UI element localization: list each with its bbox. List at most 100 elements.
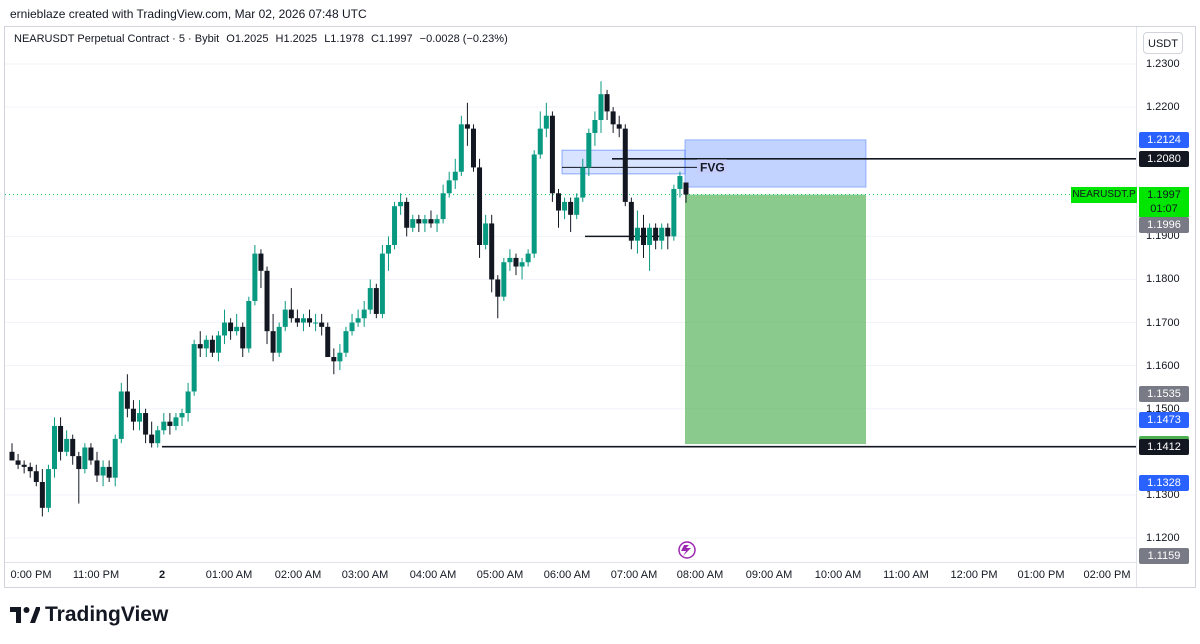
candle-body[interactable] bbox=[155, 430, 161, 444]
candle-body[interactable] bbox=[367, 288, 373, 310]
candle-body[interactable] bbox=[543, 115, 549, 129]
candle-body[interactable] bbox=[307, 318, 313, 323]
candle-body[interactable] bbox=[222, 322, 228, 336]
candle-body[interactable] bbox=[549, 115, 555, 194]
candle-body[interactable] bbox=[319, 322, 325, 327]
candle-body[interactable] bbox=[300, 318, 306, 323]
candle-body[interactable] bbox=[228, 322, 234, 332]
currency-button[interactable]: USDT bbox=[1143, 32, 1183, 54]
candle-body[interactable] bbox=[416, 219, 422, 224]
candle-body[interactable] bbox=[112, 438, 118, 478]
legend-symbol[interactable]: NEARUSDT Perpetual Contract · 5 · Bybit bbox=[14, 33, 220, 45]
candle-body[interactable] bbox=[385, 244, 391, 254]
candle-body[interactable] bbox=[647, 227, 653, 245]
candle-body[interactable] bbox=[118, 391, 124, 439]
symbol-legend[interactable]: NEARUSDT Perpetual Contract · 5 · Bybit … bbox=[14, 33, 512, 45]
candle-body[interactable] bbox=[240, 326, 246, 349]
candle-body[interactable] bbox=[70, 438, 76, 457]
candle-body[interactable] bbox=[27, 466, 33, 472]
candle-body[interactable] bbox=[179, 413, 185, 418]
candle-body[interactable] bbox=[82, 447, 88, 470]
candle-body[interactable] bbox=[568, 201, 574, 215]
candle-body[interactable] bbox=[640, 227, 646, 245]
candle-body[interactable] bbox=[446, 180, 452, 194]
candle-body[interactable] bbox=[574, 197, 580, 215]
candle-body[interactable] bbox=[428, 219, 434, 224]
candlestick-chart[interactable]: FVG bbox=[5, 27, 1136, 562]
candle-body[interactable] bbox=[495, 279, 501, 297]
target-zone[interactable] bbox=[685, 194, 866, 445]
candle-body[interactable] bbox=[470, 128, 476, 168]
candle-body[interactable] bbox=[464, 124, 470, 129]
candle-body[interactable] bbox=[592, 120, 598, 133]
candle-body[interactable] bbox=[124, 391, 130, 409]
candle-body[interactable] bbox=[604, 94, 610, 112]
candle-body[interactable] bbox=[489, 223, 495, 280]
candle-body[interactable] bbox=[76, 456, 82, 470]
candle-body[interactable] bbox=[173, 417, 179, 426]
candle-body[interactable] bbox=[234, 326, 240, 332]
candle-body[interactable] bbox=[555, 193, 561, 211]
candle-body[interactable] bbox=[683, 182, 689, 195]
candle-body[interactable] bbox=[355, 318, 361, 323]
candle-body[interactable] bbox=[106, 466, 112, 478]
candle-body[interactable] bbox=[100, 466, 106, 476]
candle-body[interactable] bbox=[325, 326, 331, 358]
candle-body[interactable] bbox=[215, 335, 221, 353]
candle-body[interactable] bbox=[628, 201, 634, 241]
candle-body[interactable] bbox=[64, 438, 70, 452]
candle-body[interactable] bbox=[252, 253, 258, 301]
candle-body[interactable] bbox=[191, 344, 197, 392]
candle-body[interactable] bbox=[58, 425, 64, 452]
candle-body[interactable] bbox=[185, 391, 191, 414]
candle-body[interactable] bbox=[440, 193, 446, 220]
candle-body[interactable] bbox=[458, 124, 464, 172]
candle-body[interactable] bbox=[361, 309, 367, 319]
candle-body[interactable] bbox=[270, 331, 276, 353]
candle-body[interactable] bbox=[331, 357, 337, 362]
candle-body[interactable] bbox=[537, 128, 543, 155]
candle-body[interactable] bbox=[337, 352, 343, 362]
candle-body[interactable] bbox=[246, 301, 252, 349]
candle-body[interactable] bbox=[88, 447, 94, 461]
candle-body[interactable] bbox=[610, 111, 616, 125]
candle-body[interactable] bbox=[9, 451, 15, 461]
candle-body[interactable] bbox=[197, 344, 203, 349]
candle-body[interactable] bbox=[137, 413, 143, 422]
candle-body[interactable] bbox=[671, 188, 677, 237]
candle-body[interactable] bbox=[659, 227, 665, 241]
candle-body[interactable] bbox=[94, 460, 100, 476]
candle-body[interactable] bbox=[501, 262, 507, 297]
lightning-icon[interactable] bbox=[678, 541, 696, 559]
candle-body[interactable] bbox=[616, 124, 622, 129]
candle-body[interactable] bbox=[580, 167, 586, 198]
candle-body[interactable] bbox=[586, 132, 592, 168]
candle-body[interactable] bbox=[410, 219, 416, 228]
candle-body[interactable] bbox=[392, 206, 398, 245]
candle-body[interactable] bbox=[143, 413, 149, 435]
candle-body[interactable] bbox=[21, 464, 27, 467]
candle-body[interactable] bbox=[677, 176, 683, 189]
candle-body[interactable] bbox=[130, 408, 136, 422]
candle-body[interactable] bbox=[149, 434, 155, 444]
candle-body[interactable] bbox=[15, 460, 21, 465]
candle-body[interactable] bbox=[483, 223, 489, 245]
candle-body[interactable] bbox=[52, 425, 58, 470]
candle-body[interactable] bbox=[258, 253, 264, 271]
candle-body[interactable] bbox=[39, 481, 45, 508]
candle-body[interactable] bbox=[203, 339, 209, 349]
candle-body[interactable] bbox=[343, 331, 349, 353]
candle-body[interactable] bbox=[33, 471, 39, 482]
candle-body[interactable] bbox=[313, 322, 319, 324]
candle-body[interactable] bbox=[161, 421, 167, 431]
candle-body[interactable] bbox=[349, 322, 355, 332]
candle-body[interactable] bbox=[294, 318, 300, 323]
candle-body[interactable] bbox=[634, 227, 640, 241]
candle-body[interactable] bbox=[45, 469, 51, 508]
candle-body[interactable] bbox=[282, 309, 288, 327]
candle-body[interactable] bbox=[525, 253, 531, 263]
candle-body[interactable] bbox=[519, 262, 525, 267]
candle-body[interactable] bbox=[398, 201, 404, 207]
candle-body[interactable] bbox=[452, 171, 458, 181]
candle-body[interactable] bbox=[653, 227, 659, 241]
